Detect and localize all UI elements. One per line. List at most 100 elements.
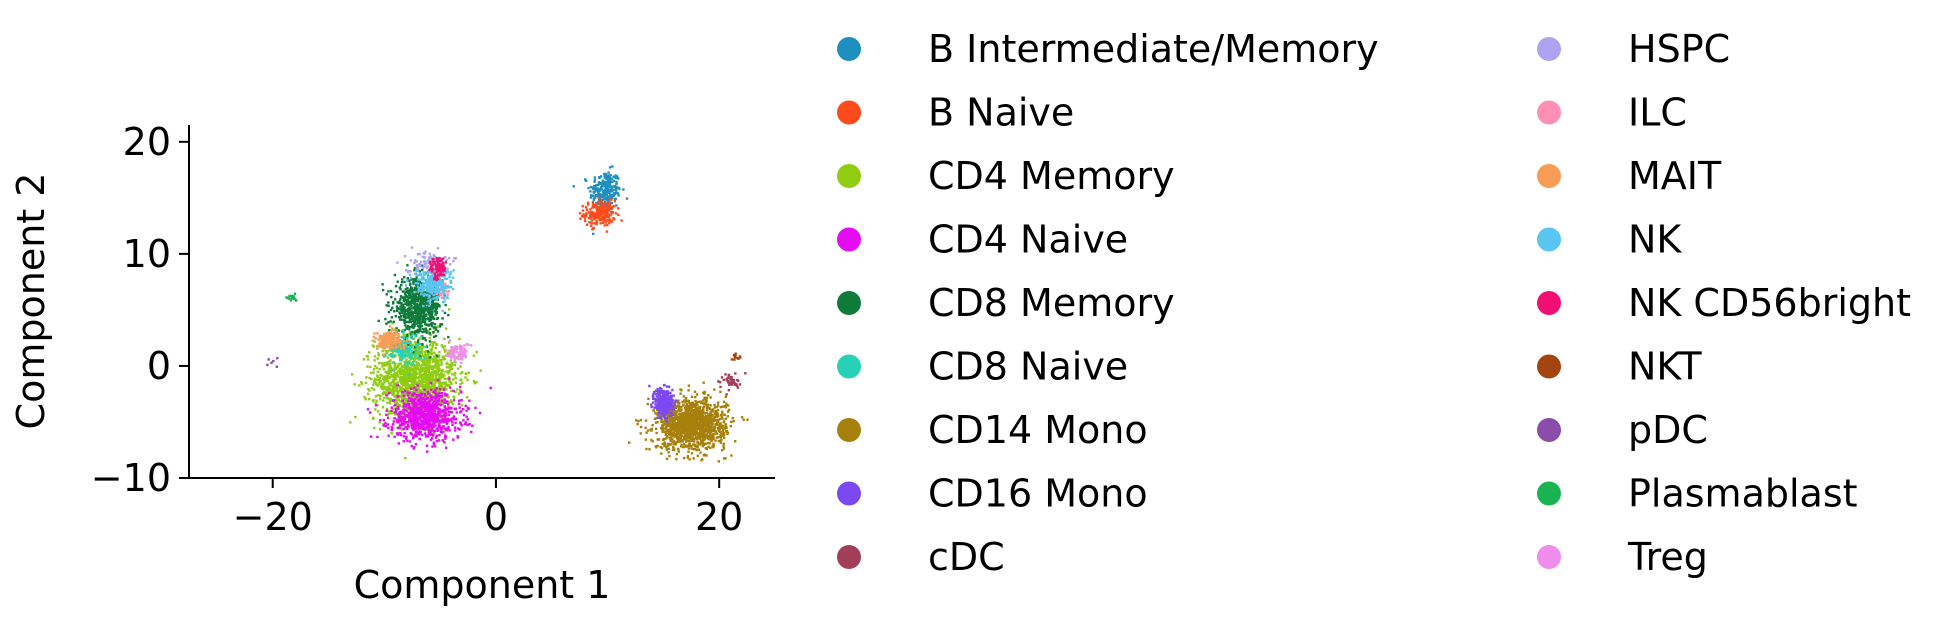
data-point [443,441,446,444]
data-point [436,411,439,415]
data-point [413,288,416,291]
data-point [426,407,429,410]
data-point [696,403,699,406]
data-point [378,380,381,384]
data-point [414,305,417,309]
data-point [413,426,417,429]
data-point [376,370,380,374]
data-point [445,366,448,369]
data-point [681,400,684,403]
data-point [717,460,720,463]
data-point [381,392,385,396]
data-point [424,426,427,429]
data-point [397,421,400,424]
data-point [697,448,701,451]
data-point [431,402,435,405]
data-point [429,360,432,363]
data-point [438,419,442,423]
data-point [379,428,382,431]
data-point [404,408,407,412]
data-point [596,213,599,216]
data-point [428,412,432,415]
data-point [426,410,430,413]
data-point [710,417,713,420]
data-point [399,288,402,291]
data-point [606,198,609,202]
data-point [443,311,447,315]
data-point [608,221,611,225]
data-point [437,419,440,423]
data-point [400,352,403,355]
data-point [407,387,410,390]
data-point [425,417,428,420]
data-point [410,304,413,308]
data-point [378,377,382,380]
data-point [435,415,438,419]
data-point [405,403,409,406]
data-point [431,433,434,436]
data-point [400,309,403,312]
data-point [385,413,388,417]
data-point [656,421,659,424]
data-point [427,433,431,436]
data-point [724,417,727,420]
data-point [703,398,707,401]
data-point [458,406,461,409]
data-point [702,421,706,425]
data-point [708,442,711,445]
data-point [404,309,407,312]
data-point [412,389,416,392]
data-point [612,193,615,196]
data-point [384,425,388,428]
data-point [703,396,706,400]
data-point [384,391,388,395]
data-point [668,417,671,420]
data-point [399,410,403,413]
data-point [479,369,482,372]
data-point [671,437,674,441]
data-point [432,335,436,338]
data-point [406,361,410,364]
data-point [679,435,682,439]
data-point [466,423,469,426]
data-point [416,363,419,366]
data-point [412,405,415,408]
data-point [385,322,388,325]
data-point [612,188,615,191]
data-point [366,392,370,396]
data-point [434,313,437,316]
data-point [674,406,678,409]
data-point [436,407,439,411]
data-point [411,332,414,336]
data-point [683,429,686,432]
data-point [423,385,427,389]
data-point [427,323,430,326]
data-point [404,363,407,366]
data-point [374,404,378,407]
data-point [425,323,428,326]
data-point [410,312,413,315]
data-point [685,438,688,441]
data-point [460,390,463,393]
data-point [405,402,408,405]
data-point [721,449,724,452]
data-point [389,366,392,369]
data-point [416,388,419,391]
data-point [381,377,385,380]
data-point [448,366,451,369]
data-point [454,371,457,375]
data-point [474,406,477,410]
data-point [665,445,668,449]
data-point [436,366,439,369]
data-point [449,401,452,404]
data-point [600,182,603,185]
data-point [389,289,393,293]
data-point [437,354,441,357]
data-point [610,210,613,214]
data-point [613,200,617,203]
data-point [460,424,463,427]
data-point [388,400,392,403]
data-point [401,391,404,394]
data-point [478,411,482,415]
data-point [395,329,398,333]
